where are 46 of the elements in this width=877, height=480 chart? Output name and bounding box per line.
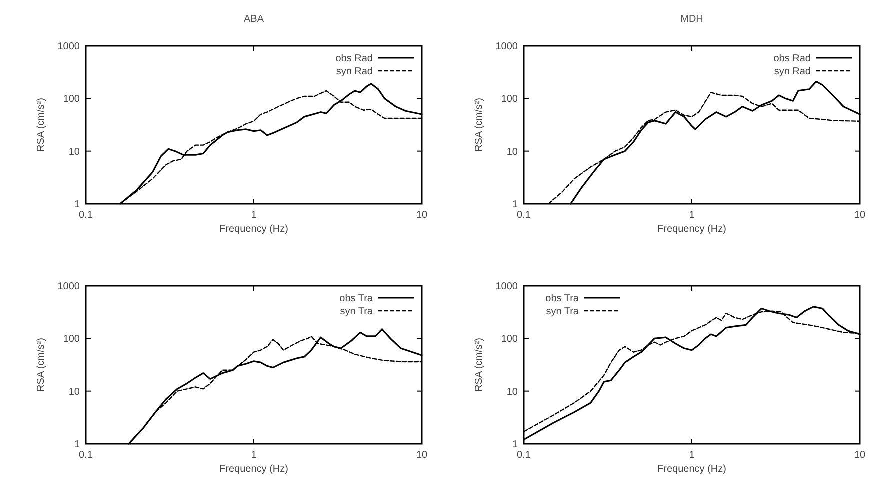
y-tick-label: 1 <box>512 440 518 450</box>
y-tick-label: 1000 <box>496 42 518 52</box>
x-axis-title: Frequency (Hz) <box>220 224 288 235</box>
legend-label: obs Rad <box>774 54 811 64</box>
y-tick-label: 1000 <box>58 282 80 292</box>
legend-label: syn Tra <box>340 306 374 318</box>
x-tick-label: 10 <box>416 210 428 221</box>
y-tick-label: 100 <box>501 94 518 106</box>
y-tick-label: 10 <box>506 386 518 398</box>
legend-label: obs Tra <box>546 294 580 304</box>
x-axis-title: Frequency (Hz) <box>658 464 726 475</box>
y-tick-label: 10 <box>68 386 80 398</box>
x-tick-label: 10 <box>854 450 866 461</box>
x-tick-label: 10 <box>416 450 428 461</box>
y-tick-label: 1 <box>74 440 80 450</box>
y-axis-title: RSA (cm/s²) <box>36 338 47 392</box>
y-tick-label: 100 <box>63 334 80 346</box>
y-axis-title: RSA (cm/s²) <box>474 98 485 152</box>
x-tick-label: 1 <box>689 450 696 461</box>
y-tick-label: 1000 <box>58 42 80 52</box>
y-tick-label: 10 <box>68 146 80 158</box>
legend-label: syn Tra <box>546 306 580 318</box>
x-tick-label: 1 <box>689 210 696 221</box>
y-axis-title: RSA (cm/s²) <box>36 98 47 152</box>
y-tick-label: 10 <box>506 146 518 158</box>
legend-label: obs Tra <box>340 294 374 304</box>
legend-label: obs Rad <box>336 54 373 64</box>
y-tick-label: 1 <box>74 200 80 210</box>
x-tick-label: 0.1 <box>517 450 532 461</box>
x-tick-label: 1 <box>251 450 258 461</box>
y-tick-label: 100 <box>501 334 518 346</box>
x-tick-label: 0.1 <box>79 450 94 461</box>
x-tick-label: 1 <box>251 210 258 221</box>
y-tick-label: 1 <box>512 200 518 210</box>
chart-title: MDH <box>680 14 704 25</box>
x-tick-label: 10 <box>854 210 866 221</box>
chart-title: ABA <box>244 14 264 25</box>
legend-label: syn Rad <box>774 66 811 78</box>
y-tick-label: 1000 <box>496 282 518 292</box>
x-tick-label: 0.1 <box>79 210 94 221</box>
x-axis-title: Frequency (Hz) <box>658 224 726 235</box>
legend-label: syn Rad <box>336 66 373 78</box>
y-tick-label: 100 <box>63 94 80 106</box>
x-tick-label: 0.1 <box>517 210 532 221</box>
y-axis-title: RSA (cm/s²) <box>474 338 485 392</box>
x-axis-title: Frequency (Hz) <box>220 464 288 475</box>
